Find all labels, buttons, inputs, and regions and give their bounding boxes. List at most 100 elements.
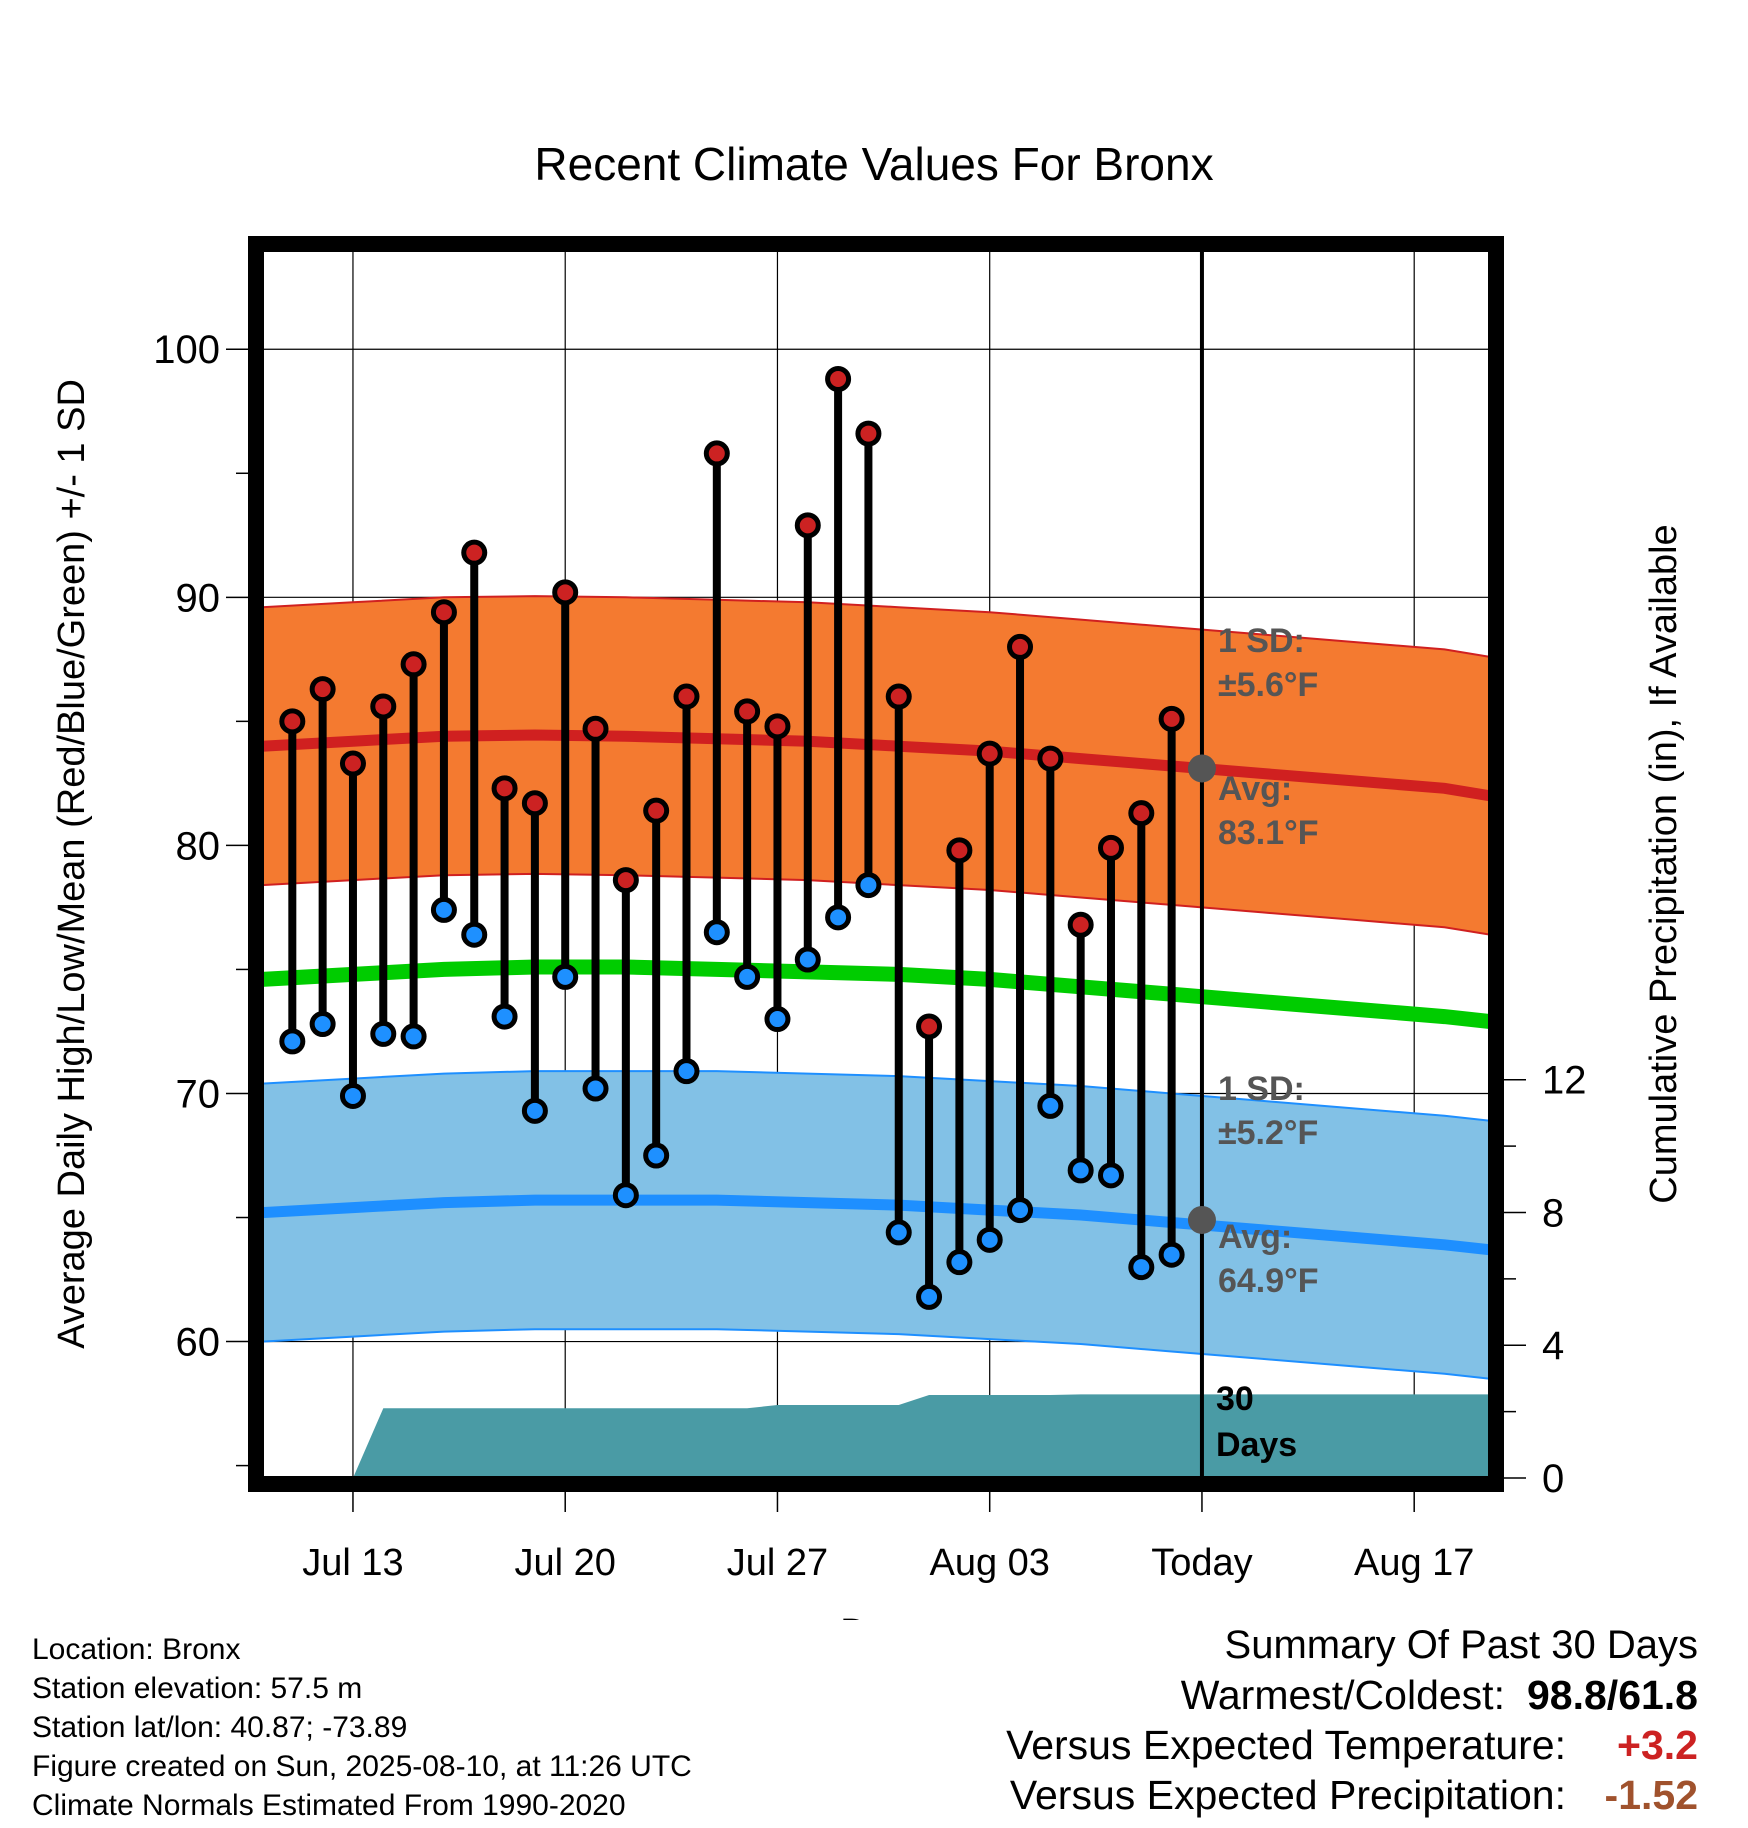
daily-high-point (400, 651, 427, 678)
today-high-avg-marker (1187, 754, 1216, 783)
days-label-number: 30 (1216, 1380, 1254, 1418)
low-sd-band (262, 1071, 1490, 1379)
daily-high-point (370, 693, 397, 720)
daily-high-point (1158, 705, 1185, 732)
precip-area (352, 1394, 1490, 1478)
daily-high-point (794, 512, 821, 539)
y-tick-label: 70 (176, 1072, 221, 1116)
low-avg-annotation-line1: Avg: (1218, 1218, 1292, 1256)
low-sd-annotation-line1: 1 SD: (1218, 1070, 1305, 1108)
daily-high-point (885, 683, 912, 710)
daily-high-point (491, 775, 518, 802)
precip-value: -1.52 (1604, 1772, 1698, 1818)
daily-low-point (855, 872, 882, 899)
daily-low-point (370, 1020, 397, 1047)
daily-high-point (916, 1013, 943, 1040)
daily-high-point (946, 837, 973, 864)
daily-low-point (643, 1142, 670, 1169)
temp-value: +3.2 (1617, 1722, 1698, 1768)
low-lower-edge (262, 1328, 1490, 1380)
daily-low-point (521, 1097, 548, 1124)
x-tick-label: Aug 03 (929, 1542, 1049, 1584)
y-axis-label: Average Daily High/Low/Mean (Red/Blue/Gr… (51, 379, 93, 1349)
summary-title: Summary Of Past 30 Days (1224, 1623, 1698, 1667)
daily-high-point (612, 867, 639, 894)
daily-low-point (1067, 1157, 1094, 1184)
daily-low-point (491, 1003, 518, 1030)
y2-tick-label: 8 (1542, 1191, 1564, 1235)
daily-low-point (1128, 1254, 1155, 1281)
y-tick-label: 80 (176, 824, 221, 868)
today-low-avg-marker (1187, 1205, 1216, 1234)
x-tick-label: Jul 27 (727, 1542, 828, 1584)
daily-high-point (1097, 834, 1124, 861)
days-label-text: Days (1216, 1426, 1297, 1464)
x-tick-label: Jul 13 (302, 1542, 403, 1584)
x-tick-label: Aug 17 (1354, 1542, 1474, 1584)
daily-low-point (461, 921, 488, 948)
daily-low-point (339, 1082, 366, 1109)
daily-low-point (400, 1023, 427, 1050)
daily-low-point (734, 963, 761, 990)
daily-high-point (703, 440, 730, 467)
high-sd-annotation-line2: ±5.6°F (1218, 666, 1318, 704)
low-avg-annotation-line2: 64.9°F (1218, 1262, 1319, 1300)
daily-low-point (1007, 1197, 1034, 1224)
low-sd-annotation-line2: ±5.2°F (1218, 1114, 1318, 1152)
y-tick-label: 90 (176, 576, 221, 620)
y2-axis-label: Cumulative Precipitation (in), If Availa… (1643, 524, 1685, 1203)
daily-low-point (582, 1075, 609, 1102)
temp-label: Versus Expected Temperature: (1006, 1722, 1566, 1768)
warmest-value: 98.8 (1526, 1672, 1607, 1718)
daily-high-point (855, 420, 882, 447)
daily-low-point (430, 896, 457, 923)
daily-high-point (582, 715, 609, 742)
daily-high-point (552, 579, 579, 606)
daily-high-point (643, 797, 670, 824)
warm-cold-value: 98.8/61.8 (1526, 1672, 1698, 1718)
y-tick-label: 100 (153, 328, 220, 372)
x-tick-label: Today (1151, 1542, 1252, 1584)
daily-high-point (673, 683, 700, 710)
mean-avg-line (262, 959, 1490, 1029)
plot-inner: 1 SD: ±5.6°F Avg: 83.1°F 1 SD: ±5.2°F Avg: 64.9… (262, 250, 1490, 1478)
daily-low-point (976, 1226, 1003, 1253)
daily-high-point (461, 539, 488, 566)
created-text: Figure created on Sun, 2025-08-10, at 11… (32, 1750, 692, 1783)
daily-high-point (1067, 911, 1094, 938)
normals-text: Climate Normals Estimated From 1990-2020 (32, 1789, 626, 1822)
daily-high-point (309, 676, 336, 703)
daily-low-point (552, 963, 579, 990)
daily-high-point (339, 750, 366, 777)
high-sd-annotation-line1: 1 SD: (1218, 622, 1305, 660)
daily-low-point (885, 1219, 912, 1246)
precip-row: Versus Expected Precipitation: -1.52 (1006, 1770, 1698, 1820)
daily-low-point (309, 1011, 336, 1038)
daily-low-point (1037, 1092, 1064, 1119)
daily-high-point (1037, 745, 1064, 772)
precip-label: Versus Expected Precipitation: (1009, 1772, 1566, 1818)
y-tick-label: 60 (176, 1321, 221, 1365)
daily-high-point (976, 740, 1003, 767)
chart-title: Recent Climate Values For Bronx (534, 138, 1213, 190)
high-avg-annotation-line1: Avg: (1218, 770, 1292, 808)
daily-high-point (1128, 800, 1155, 827)
x-axis-label: Day (840, 1612, 908, 1620)
daily-low-point (916, 1283, 943, 1310)
plot-area: 1 SD: ±5.6°F Avg: 83.1°F 1 SD: ±5.2°F Avg: 64.9… (51, 138, 1685, 1620)
daily-low-point (825, 904, 852, 931)
plot-frame (248, 236, 1504, 1492)
daily-high-point (825, 366, 852, 393)
daily-low-point (703, 919, 730, 946)
location-text: Location: Bronx (32, 1633, 241, 1666)
daily-low-point (279, 1028, 306, 1055)
daily-high-point (1007, 633, 1034, 660)
daily-low-point (612, 1182, 639, 1209)
high-avg-annotation-line2: 83.1°F (1218, 814, 1319, 852)
daily-low-point (1097, 1162, 1124, 1189)
warm-cold-label: Warmest/Coldest: (1180, 1672, 1505, 1718)
latlon-text: Station lat/lon: 40.87; -73.89 (32, 1711, 408, 1744)
daily-low-point (1158, 1241, 1185, 1268)
warm-cold-row: Warmest/Coldest: 98.8/61.8 (1006, 1670, 1698, 1720)
daily-low-point (673, 1058, 700, 1085)
